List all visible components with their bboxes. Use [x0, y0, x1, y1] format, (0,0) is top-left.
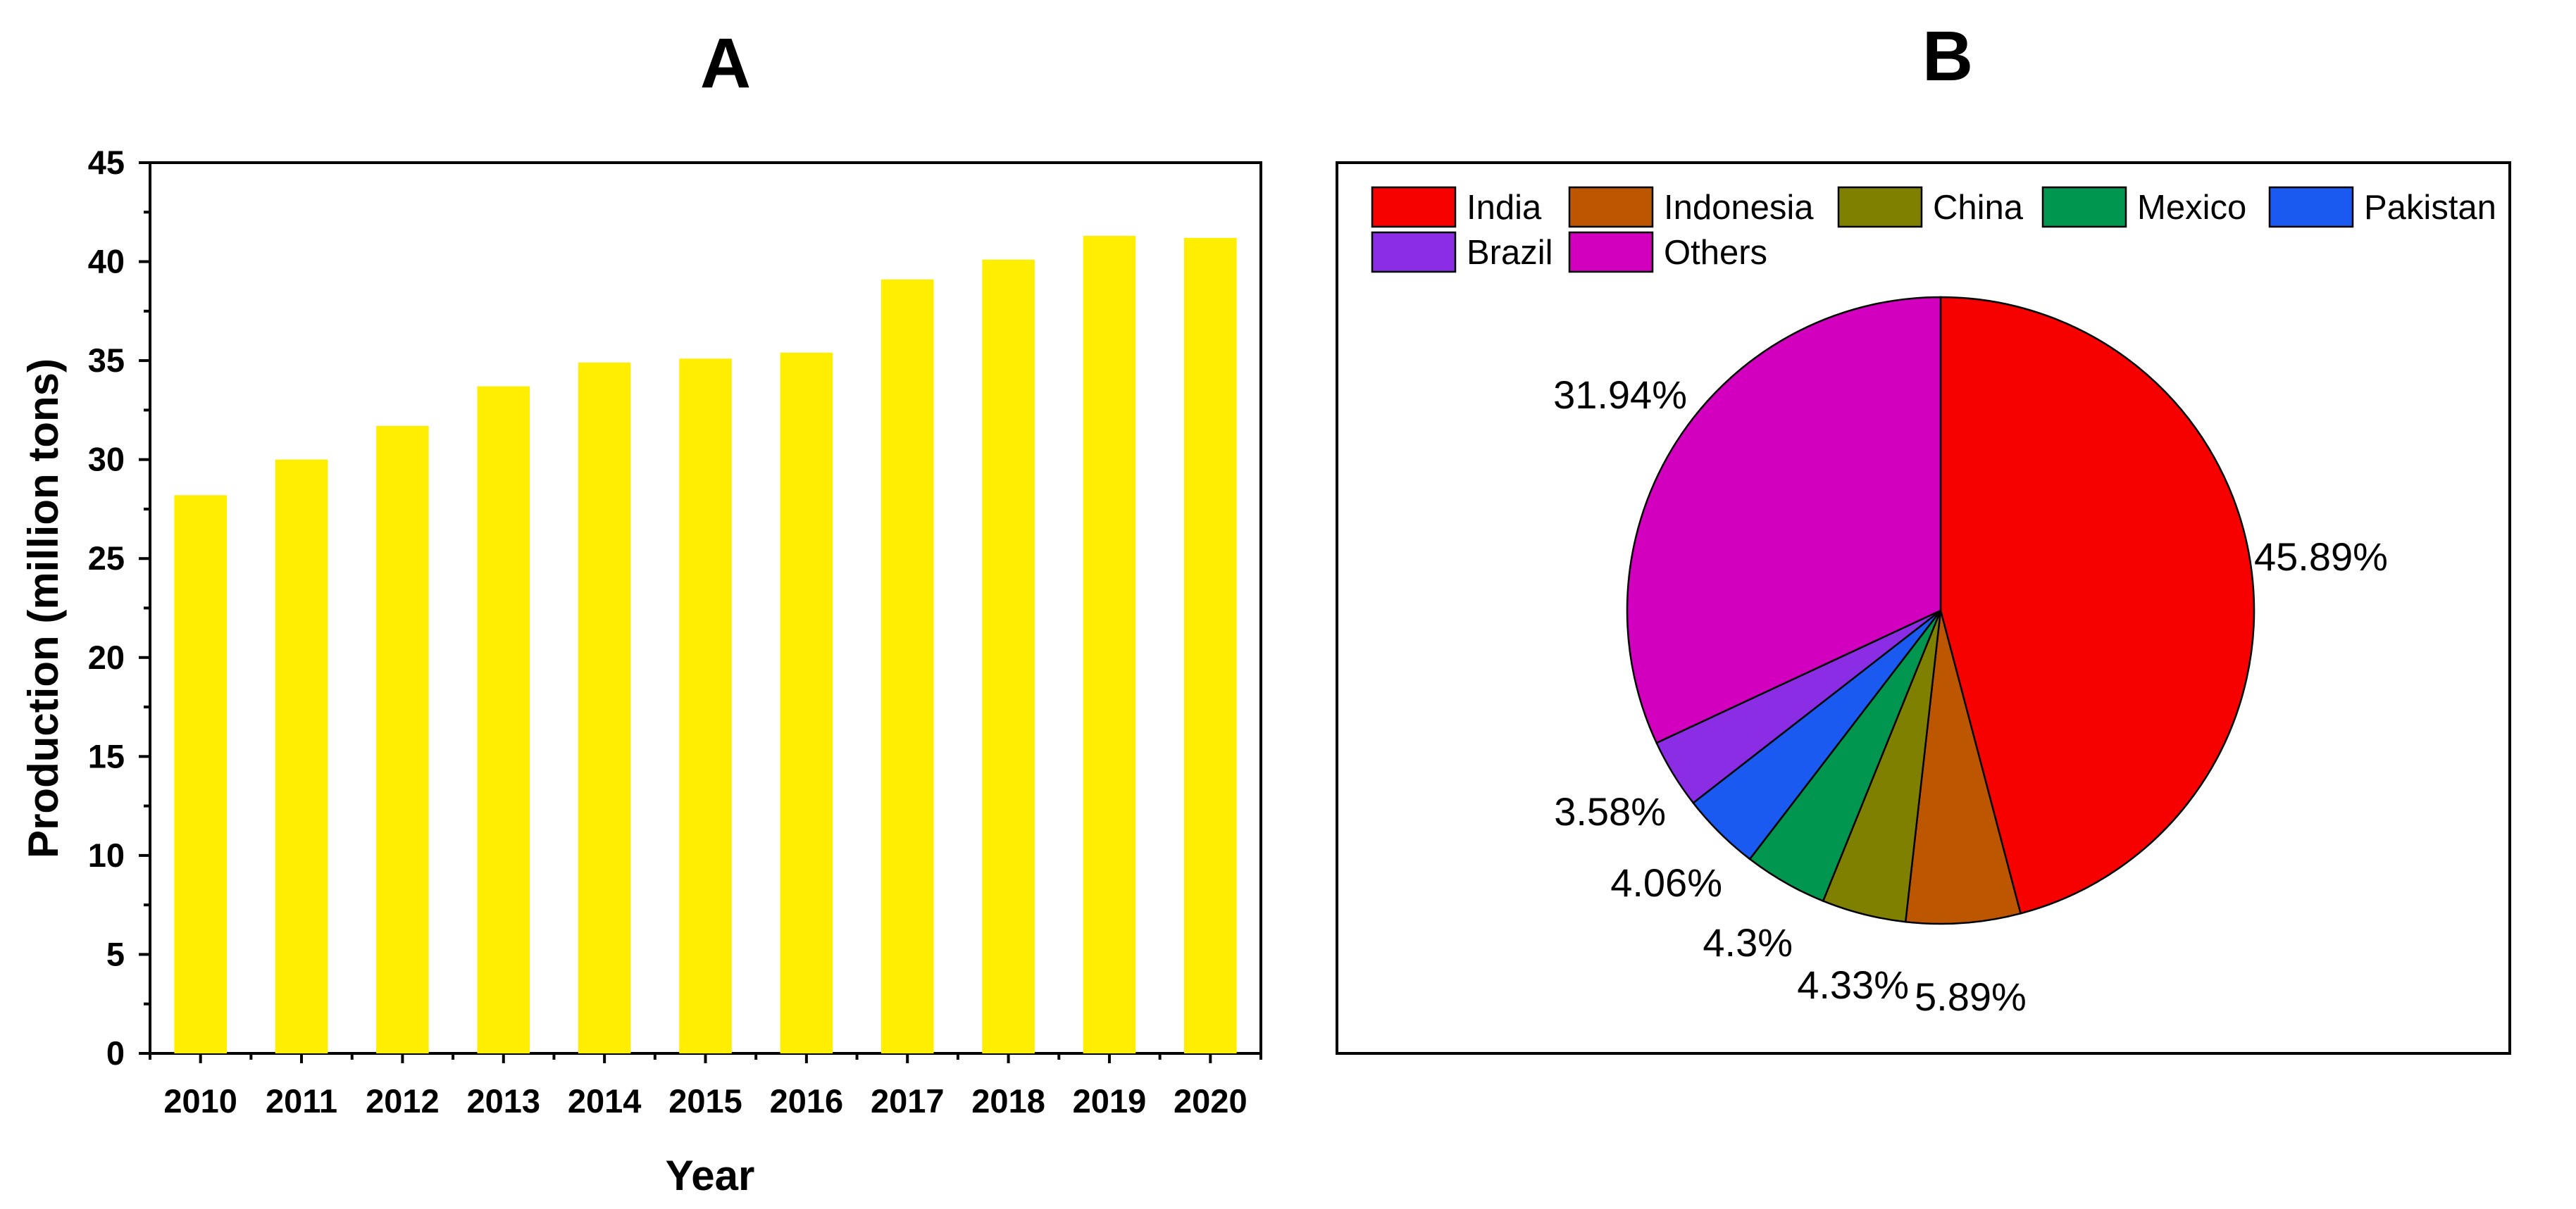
bar-2011	[275, 459, 328, 1053]
y-tick-label: 15	[88, 737, 125, 775]
x-tick-label: 2019	[1073, 1082, 1147, 1120]
bar-2020	[1184, 237, 1237, 1053]
bar-2014	[578, 362, 631, 1053]
legend-swatch-mexico	[2041, 186, 2127, 228]
x-tick-label: 2012	[366, 1082, 440, 1120]
x-tick-label: 2020	[1174, 1082, 1247, 1120]
pie-percent-labels: 45.89% 5.89%4.33%4.3% 4.06% 3.58% 31.94%	[1553, 372, 2388, 1019]
legend-swatch-india	[1371, 186, 1457, 228]
pie-label-pakistan: 4.06%	[1610, 860, 1722, 905]
legend-label-others: Others	[1664, 234, 1767, 272]
bar-2018	[982, 259, 1035, 1054]
x-tick-label: 2014	[568, 1082, 642, 1120]
bar-2013	[477, 386, 530, 1053]
legend-swatch-china	[1837, 186, 1923, 228]
y-axis: 0 5 10 15 20 25 30 35 40 45	[88, 144, 150, 1072]
x-axis: 2010 2011 2012 2013 2014 2015 2016 2017 2018 2019…	[149, 1053, 1262, 1120]
pie-plot-frame	[1336, 161, 2511, 1055]
y-tick-label: 5	[106, 935, 125, 972]
x-axis-title: Year	[666, 1152, 755, 1199]
y-tick-label: 20	[88, 639, 125, 676]
bar-2016	[780, 352, 833, 1053]
bar-2012	[376, 425, 429, 1053]
y-tick-label: 25	[88, 539, 125, 577]
y-tick-label: 45	[88, 144, 125, 181]
pie-label-china: 4.33%	[1797, 963, 1909, 1007]
legend-swatch-pakistan	[2268, 186, 2354, 228]
bar-2019	[1083, 236, 1136, 1053]
x-tick-label: 2018	[971, 1082, 1045, 1120]
pie-label-india: 45.89%	[2254, 534, 2388, 579]
legend-label-india: India	[1467, 189, 1542, 227]
legend-swatch-indonesia	[1568, 186, 1654, 228]
legend-label-pakistan: Pakistan	[2364, 189, 2496, 227]
x-tick-label: 2010	[163, 1082, 237, 1120]
pie-label-indonesia: 5.89%	[1915, 975, 2027, 1019]
bar-2017	[881, 279, 934, 1053]
bar-2010	[174, 495, 227, 1053]
bar-series	[174, 236, 1237, 1054]
pie-label-brazil: 3.58%	[1554, 789, 1666, 834]
y-tick-label: 10	[88, 837, 125, 874]
pie-slice-indonesia	[1904, 610, 2022, 925]
panel-letter-b: B	[1922, 17, 1973, 96]
legend: India Indonesia China Mexico Pakistan Brazil O…	[1371, 186, 2496, 273]
legend-swatch-others	[1568, 231, 1654, 273]
pie-label-mexico: 4.3%	[1703, 920, 1793, 965]
x-tick-label: 2011	[266, 1082, 337, 1120]
legend-swatch-brazil	[1371, 231, 1457, 273]
y-tick-label: 40	[88, 243, 125, 280]
pie-label-others: 31.94%	[1553, 372, 1687, 417]
x-tick-label: 2013	[466, 1082, 540, 1120]
pie-slice-india	[1939, 296, 2255, 915]
legend-label-indonesia: Indonesia	[1664, 189, 1814, 227]
y-tick-label: 35	[88, 342, 125, 379]
y-axis-title: Production (million tons)	[20, 358, 67, 858]
pie-slices	[1626, 296, 2255, 925]
panel-b-pie-chart: B India Indonesia China Mexico Pakistan Brazi…	[1336, 17, 2511, 1055]
legend-label-china: China	[1933, 189, 2024, 227]
panel-letter-a: A	[700, 24, 751, 103]
legend-label-brazil: Brazil	[1467, 234, 1553, 272]
bar-2015	[679, 358, 732, 1053]
x-tick-label: 2016	[770, 1082, 844, 1120]
x-tick-label: 2015	[668, 1082, 742, 1120]
pie-slice-others	[1626, 296, 1942, 744]
y-tick-label: 30	[88, 441, 125, 478]
y-tick-label: 0	[106, 1034, 125, 1072]
x-tick-label: 2017	[871, 1082, 945, 1120]
legend-label-mexico: Mexico	[2137, 189, 2246, 227]
